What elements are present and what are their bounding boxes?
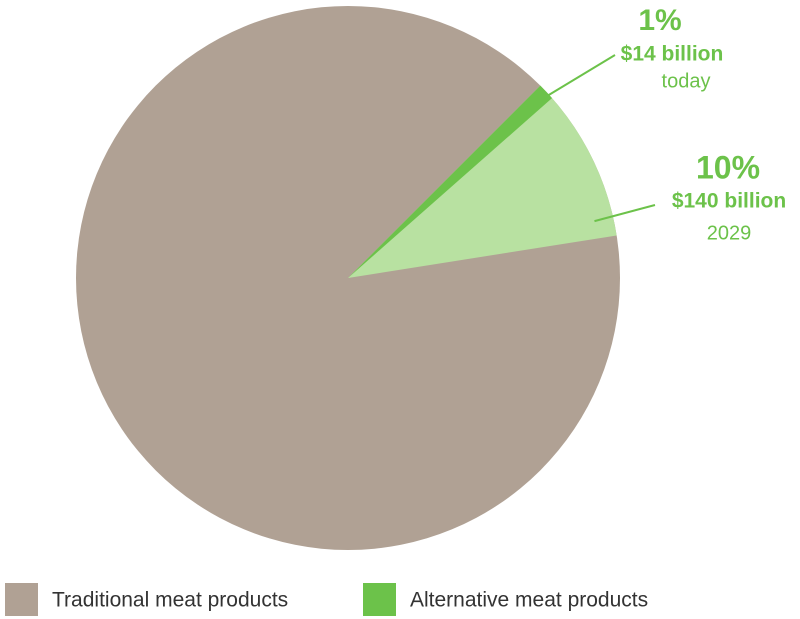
legend-label: Traditional meat products [52,589,288,612]
slice-percent: 1% [638,4,681,37]
slice-period: 2029 [707,222,752,244]
legend-label: Alternative meat products [410,589,648,612]
leader-line [531,54,616,106]
slice-amount: $140 billion [672,190,786,213]
pie-slice [348,85,617,278]
legend-swatch [363,583,396,616]
slice-percent: 10% [696,149,760,185]
slice-amount: $14 billion [621,43,724,66]
legend-swatch [5,583,38,616]
slice-period: today [662,70,711,92]
leader-line [594,204,656,223]
pie-slice [348,85,553,278]
